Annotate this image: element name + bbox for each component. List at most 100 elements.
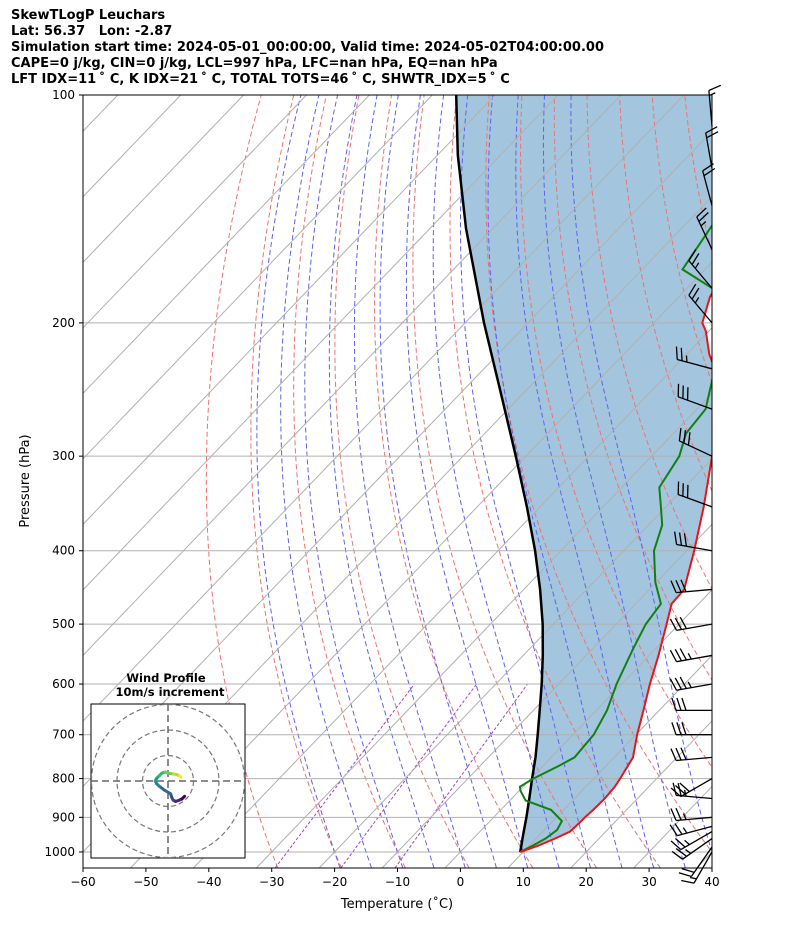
wind-barb-staff <box>696 216 713 250</box>
hodograph-segment <box>177 774 183 779</box>
wind-barb-flag <box>681 697 687 711</box>
isotherm-line <box>83 95 433 460</box>
wind-barb-flag <box>678 872 692 878</box>
moist-adiabat-line <box>405 95 529 868</box>
wind-barb-flag <box>675 848 687 857</box>
wind-barb-flag <box>674 531 678 545</box>
wind-barb-flag <box>669 618 678 631</box>
wind-barb-flag <box>675 837 686 848</box>
mixing-ratio-lines <box>274 683 528 868</box>
wind-barb-flag <box>688 249 697 261</box>
wind-barb <box>688 283 713 324</box>
wind-barb-flag <box>678 532 683 546</box>
wind-barb-staff <box>688 260 713 289</box>
isotherm-line <box>83 95 559 591</box>
wind-barb-flag <box>672 782 677 796</box>
wind-barb-flag <box>680 747 687 760</box>
wind-barb-staff <box>676 654 713 663</box>
wind-barb <box>669 648 713 663</box>
wind-barb-staff <box>702 170 713 206</box>
wind-barb-flag <box>670 840 682 851</box>
dewpoint-line <box>518 223 712 853</box>
isotherm-line <box>444 589 712 868</box>
wind-barb-flag <box>681 868 695 874</box>
y-tick-label: 500 <box>52 617 75 631</box>
y-tick-label: 600 <box>52 677 75 691</box>
moist-adiabat-line <box>460 95 591 868</box>
wind-barb-staff <box>676 683 713 691</box>
isotherm-line <box>83 95 307 329</box>
wind-barb-flag <box>670 580 677 593</box>
wind-barb-flag <box>679 648 687 661</box>
wind-barb-staff <box>688 294 713 324</box>
x-tick-label: 10 <box>516 875 531 889</box>
wind-barb-half-flag <box>700 221 707 227</box>
wind-barb-flag <box>691 287 700 300</box>
x-tick-label: −60 <box>70 875 95 889</box>
moist-adiabat-line <box>304 95 404 868</box>
isotherm-line <box>570 720 712 868</box>
wind-barb-flag <box>681 722 687 735</box>
wind-barb-flag <box>683 430 687 444</box>
wind-barb-flag <box>678 427 682 442</box>
wind-barb-flag <box>698 212 709 222</box>
wind-barb-flag <box>708 84 722 92</box>
isotherm-line <box>83 95 685 722</box>
isotherm-line <box>83 95 370 395</box>
wind-barb <box>708 84 722 127</box>
axis-ticks: −60 −50 −40 −30 −20 −10 0 10 20 30 40 1000 900 800 700… <box>44 88 719 889</box>
dry-adiabat-line <box>205 95 279 868</box>
x-tick-label: 20 <box>579 875 594 889</box>
wind-barb-flag <box>688 283 697 296</box>
wind-barb-flag <box>703 167 716 177</box>
wind-barb-half-flag <box>694 262 700 269</box>
mixing-ratio-line <box>274 683 415 868</box>
wind-barb-flag <box>705 126 718 134</box>
x-tick-label: 40 <box>704 875 719 889</box>
x-tick-label: −50 <box>133 875 158 889</box>
wind-barb-flag <box>675 346 678 360</box>
wind-barb-half-flag <box>687 681 692 688</box>
wind-barb-flag <box>674 823 683 835</box>
wind-barb <box>669 616 713 631</box>
parcel-profile-line <box>454 95 545 853</box>
wind-barb-staff <box>693 851 713 884</box>
wind-barb-staff <box>680 778 713 798</box>
wind-barb-flag <box>670 787 682 798</box>
wind-barb-flag <box>669 824 678 837</box>
wind-barb-staff <box>676 623 713 631</box>
dry-adiabat-line <box>449 95 661 868</box>
hodograph-inset: Wind Profile 10m/s increment <box>90 671 246 859</box>
moist-adiabat-line <box>515 95 655 868</box>
y-tick-label: 100 <box>52 88 75 102</box>
isotherm-line <box>255 392 712 868</box>
wind-barb-staff <box>677 396 713 410</box>
wind-barb <box>681 851 713 884</box>
wind-barb-flag <box>706 131 719 139</box>
dry-adiabat-line <box>519 95 712 769</box>
moist-adiabat-line <box>256 95 341 868</box>
y-tick-label: 700 <box>52 728 75 742</box>
wind-barb-flag <box>681 879 695 884</box>
isotherm-line <box>381 523 712 868</box>
y-tick-label: 800 <box>52 772 75 786</box>
wind-barb-staff <box>690 846 713 877</box>
wind-barb-flag <box>671 722 677 735</box>
wind-barb-staff <box>677 825 713 837</box>
wind-barb-flag <box>687 432 691 446</box>
title-times: Simulation start time: 2024-05-01_00:00:… <box>11 40 604 55</box>
wind-barb-flag <box>671 850 683 860</box>
wind-barb <box>671 697 712 711</box>
dry-adiabat-line <box>334 95 470 868</box>
wind-barb-staff <box>676 756 713 762</box>
moist-adiabat-line <box>487 95 623 868</box>
dry-adiabat-line <box>717 95 794 868</box>
wind-barb-flag <box>671 697 677 711</box>
x-tick-label: −30 <box>259 875 284 889</box>
wind-barb-staff <box>676 816 713 822</box>
wind-barb <box>669 676 713 691</box>
y-tick-label: 400 <box>52 544 75 558</box>
wind-barb-flag <box>691 253 700 265</box>
hodograph-ring <box>91 704 245 858</box>
